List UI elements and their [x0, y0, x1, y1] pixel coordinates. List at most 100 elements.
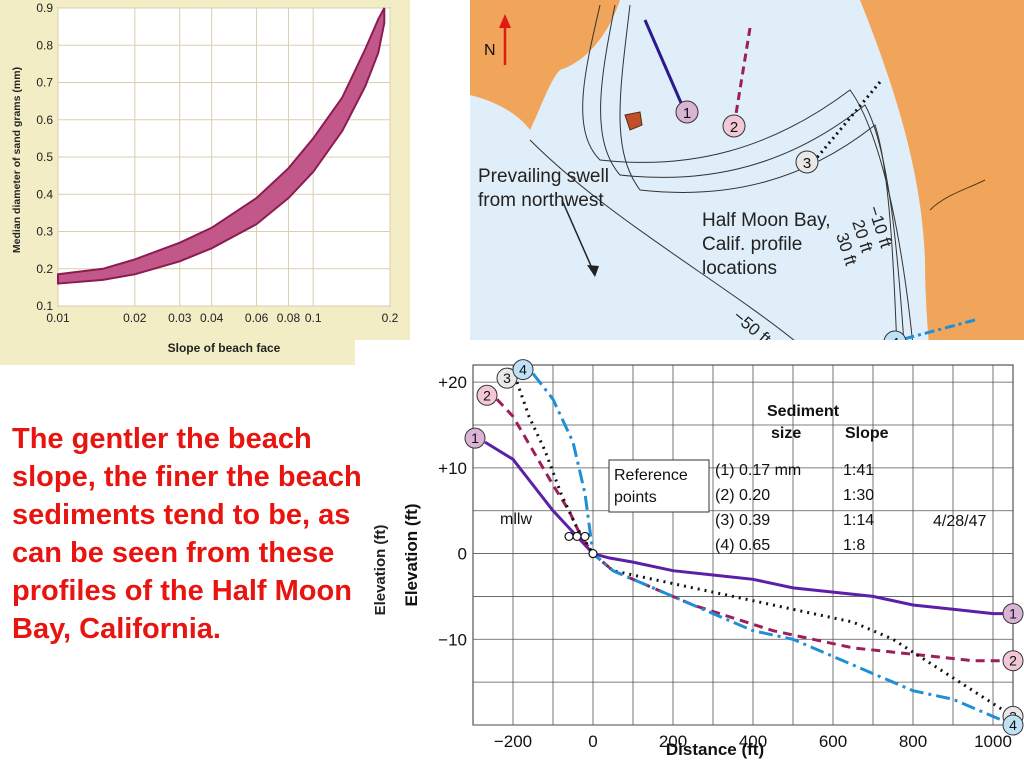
legend-slope-2: 1:30 — [843, 487, 874, 504]
contour-30 — [619, 4, 901, 441]
x-tick-label: 0.04 — [200, 311, 224, 325]
profile-start-label-3: 3 — [503, 370, 511, 386]
profile-x-tick-label: 600 — [819, 732, 847, 751]
y-tick-label: 0.1 — [36, 299, 53, 313]
location-label-line1: Half Moon Bay, — [702, 210, 830, 231]
island — [624, 111, 643, 131]
inner-label-backdrop — [395, 450, 425, 650]
caption-text: The gentler the beach slope, the finer t… — [12, 423, 362, 645]
reference-point-marker — [580, 531, 590, 542]
x-tick-label: 0.1 — [305, 311, 322, 325]
x-tick-label: 0.03 — [168, 311, 192, 325]
profile-line-2 — [733, 27, 752, 121]
map-point-1 — [675, 100, 699, 124]
legend-size-4: (4) 0.65 — [715, 537, 770, 554]
reference-point-marker — [588, 548, 598, 559]
y-tick-labels: 0.1 0.2 0.3 0.4 0.5 0.6 0.7 0.8 0.9 — [36, 1, 53, 313]
profile-end-label-4: 4 — [1009, 717, 1017, 733]
profile-series-3 — [515, 381, 1014, 718]
legend-slope-3: 1:14 — [843, 512, 874, 529]
profile-series-2 — [495, 398, 1013, 663]
contour-20 — [600, 4, 911, 441]
legend-slope-1: 1:41 — [843, 462, 874, 479]
legend-slope-4: 1:8 — [843, 537, 865, 554]
legend-title-slope: Slope — [845, 425, 889, 442]
legend-title-size-2: size — [771, 425, 801, 442]
profile-y-axis-label-inner: Elevation (ft) — [402, 504, 421, 607]
y-tick-label: 0.7 — [36, 76, 53, 90]
reference-label-line1: Reference — [614, 467, 688, 484]
map-point-3 — [795, 150, 819, 174]
contour-10 — [582, 4, 921, 441]
mllw-label: mllw — [500, 511, 532, 528]
x-tick-label: 0.08 — [277, 311, 301, 325]
y-axis-label: Median diameter of sand grams (mm) — [11, 67, 23, 253]
map-point-2-label: 2 — [730, 119, 738, 136]
profile-start-marker-1 — [464, 427, 486, 449]
profile-x-tick-label: −200 — [494, 732, 532, 751]
profile-line-3 — [813, 81, 882, 161]
legend-size-1: (1) 0.17 mm — [715, 462, 801, 479]
profile-end-label-1: 1 — [1009, 606, 1017, 622]
legend-size-2: (2) 0.20 — [715, 487, 770, 504]
profile-start-label-2: 2 — [483, 387, 491, 403]
profile-start-marker-2 — [476, 384, 498, 406]
profile-series-1 — [484, 440, 1013, 616]
profile-y-tick-label: 0 — [458, 545, 467, 564]
y-tick-label: 0.3 — [36, 225, 53, 239]
legend-title-size-1: Sediment — [767, 403, 840, 420]
grain-size-slope-svg: 0.01 0.02 0.03 0.04 0.06 0.08 0.1 0.2 0.1 0.2 0.3… — [11, 1, 399, 355]
y-tick-label: 0.6 — [36, 113, 53, 127]
y-tick-label: 0.4 — [36, 187, 53, 201]
x-tick-label: 0.2 — [382, 311, 399, 325]
profile-x-tick-label: 400 — [739, 732, 767, 751]
swell-arrow — [561, 199, 596, 276]
profile-gridlines — [473, 365, 1013, 726]
reference-label-line2: points — [614, 489, 657, 506]
river — [929, 179, 986, 211]
reference-point-marker — [572, 531, 582, 542]
profile-series-4 — [531, 372, 1014, 727]
profile-end-marker-4 — [1002, 714, 1024, 736]
north-label: N — [484, 42, 496, 59]
coast-land — [860, 0, 1024, 440]
reference-point-marker — [564, 531, 574, 542]
profile-y-tick-label: −10 — [438, 630, 467, 649]
x-tick-label: 0.02 — [123, 311, 147, 325]
x-tick-labels: 0.01 0.02 0.03 0.04 0.06 0.08 0.1 0.2 — [46, 311, 398, 325]
x-axis-label: Slope of beach face — [168, 341, 281, 355]
profile-end-label-2: 2 — [1009, 653, 1017, 669]
location-label-line3: locations — [702, 258, 777, 279]
y-tick-label: 0.5 — [36, 150, 53, 164]
x-tick-label: 0.06 — [245, 311, 269, 325]
profile-x-tick-label: 200 — [659, 732, 687, 751]
location-label-line2: Calif. profile — [702, 234, 802, 255]
y-tick-label: 0.8 — [36, 38, 53, 52]
profile-x-axis-label: Distance (ft) — [666, 740, 764, 759]
profile-x-tick-labels: −200 0 200 400 600 800 1000 — [494, 732, 1012, 751]
profile-line-1 — [643, 19, 687, 113]
profile-x-tick-label: 1000 — [974, 732, 1012, 751]
profile-start-marker-4 — [512, 359, 534, 381]
y-tick-label: 0.2 — [36, 262, 53, 276]
profile-y-tick-labels: +20 +10 0 −10 — [438, 373, 467, 649]
y-tick-label: 0.9 — [36, 1, 53, 15]
profile-start-label-1: 1 — [471, 430, 479, 446]
profile-y-axis-label-outer: Elevation (ft) — [372, 525, 389, 616]
grain-size-slope-chart: 0.01 0.02 0.03 0.04 0.06 0.08 0.1 0.2 0.1 0.2 0.3… — [0, 0, 410, 365]
profile-line-4 — [899, 318, 976, 342]
legend-entries: (1) 0.17 mm 1:41 (2) 0.20 1:30 (3) 0.39 … — [715, 462, 874, 554]
headland-land — [470, 0, 620, 130]
map-point-2 — [722, 114, 746, 138]
profile-x-tick-label: 800 — [899, 732, 927, 751]
profile-start-label-4: 4 — [519, 362, 527, 378]
x-tick-label: 0.01 — [46, 311, 70, 325]
profile-end-marker-2 — [1002, 650, 1024, 672]
profile-y-tick-label: +10 — [438, 459, 467, 478]
legend-size-3: (3) 0.39 — [715, 512, 770, 529]
north-arrow-head-icon — [499, 14, 511, 28]
contour-50 — [529, 139, 801, 346]
grain-size-band — [57, 7, 386, 285]
map-point-3-label: 3 — [803, 155, 811, 172]
